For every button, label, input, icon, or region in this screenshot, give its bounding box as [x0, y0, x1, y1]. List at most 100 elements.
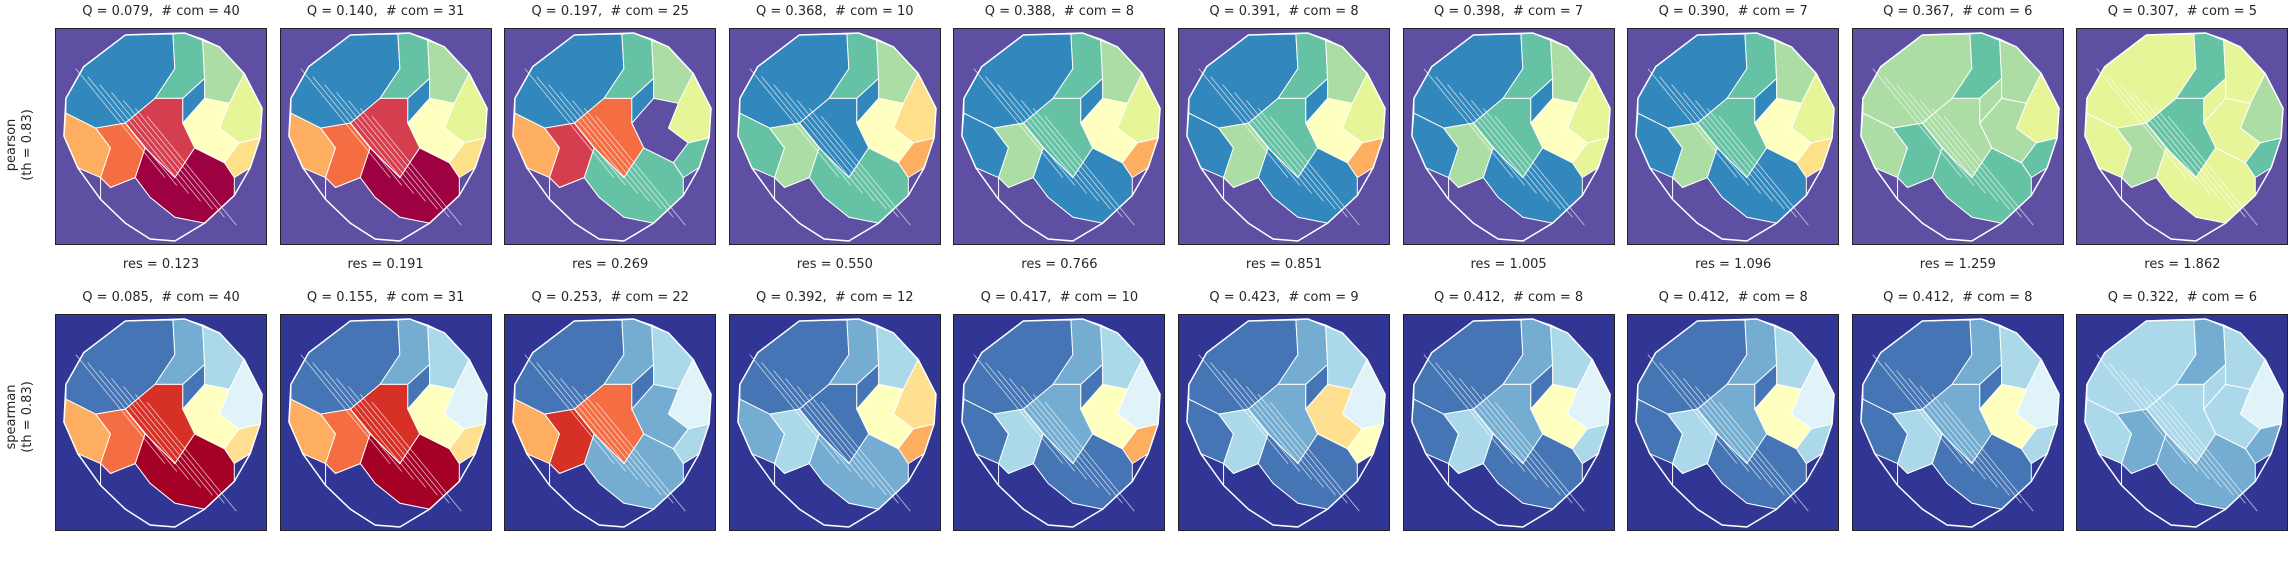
boundary-streak: [1222, 84, 1313, 194]
boundary-streak: [1470, 386, 1561, 496]
segmentation-panel: Q = 0.398, # com = 7 res = 1.005: [1402, 0, 1615, 275]
boundary-streak: [2108, 362, 2199, 472]
boundary-streak: [347, 386, 438, 496]
panel-title: Q = 0.391, # com = 8: [1209, 4, 1359, 19]
segmentation-panel: Q = 0.367, # com = 6 res = 1.259: [1851, 0, 2064, 275]
panel-title: Q = 0.368, # com = 10: [756, 4, 914, 19]
tissue-outline: [512, 32, 712, 242]
tissue-outline: [63, 318, 263, 528]
boundary-streak: [1482, 394, 1573, 504]
boundary-streak: [1659, 362, 1750, 472]
region-notch: [1979, 363, 2002, 411]
boundary-streak: [1009, 378, 1100, 488]
segmentation-panel: Q = 0.253, # com = 22: [504, 266, 717, 561]
boundary-streak: [1434, 362, 1525, 472]
tissue-outline: [736, 32, 937, 242]
boundary-streak: [1896, 370, 1986, 480]
row-label-spearman: spearman (th = 0.83): [0, 307, 40, 527]
panel-title: Q = 0.398, # com = 7: [1433, 4, 1584, 19]
boundary-streak: [300, 354, 390, 464]
panel-title: Q = 0.307, # com = 5: [2107, 4, 2257, 19]
segmentation-panel: Q = 0.417, # com = 10: [953, 266, 1166, 561]
boundary-streak: [1246, 100, 1336, 210]
boundary-streak: [548, 370, 639, 480]
boundary-streak: [1423, 68, 1513, 178]
boundary-streak: [2108, 76, 2199, 186]
panel-title: Q = 0.392, # com = 12: [756, 290, 914, 305]
segmentation-panel: Q = 0.392, # com = 12: [728, 266, 941, 561]
region-notch: [1080, 363, 1104, 411]
segmentation-panel: Q = 0.391, # com = 8 res = 0.851: [1178, 0, 1390, 275]
community-map-image: [1851, 28, 2064, 245]
boundary-streak: [311, 76, 402, 186]
region-notch: [1754, 77, 1778, 125]
boundary-streak: [335, 378, 426, 488]
boundary-streak: [311, 362, 402, 472]
region-notch: [1305, 363, 1329, 411]
boundary-streak: [1919, 100, 2010, 210]
boundary-streak: [1884, 76, 1974, 186]
boundary-streak: [1470, 100, 1561, 210]
boundary-streak: [2156, 108, 2247, 218]
boundary-streak: [796, 386, 887, 496]
panel-title: Q = 0.417, # com = 10: [980, 290, 1139, 305]
segmentation-panel: Q = 0.412, # com = 8: [1627, 266, 1840, 561]
boundary-streak: [997, 84, 1088, 194]
boundary-streak: [1695, 386, 1786, 496]
tissue-outline: [1410, 318, 1611, 528]
boundary-streak: [1446, 84, 1537, 194]
boundary-streak: [1423, 354, 1513, 464]
boundary-streak: [111, 378, 201, 488]
boundary-streak: [335, 92, 426, 202]
region-notch: [2203, 363, 2227, 411]
boundary-streak: [134, 108, 225, 218]
resolution-label: res = 1.862: [2144, 257, 2221, 272]
region-notch: [856, 77, 879, 125]
segmentation-panel: Q = 0.322, # com = 6: [2076, 266, 2289, 561]
tissue-outline: [961, 32, 1162, 242]
boundary-streak: [1872, 68, 1963, 178]
tissue-outline: [1186, 32, 1386, 242]
boundary-streak: [536, 76, 627, 186]
boundary-streak: [808, 394, 899, 504]
community-map-image: [953, 28, 1166, 245]
boundary-streak: [1222, 370, 1313, 480]
boundary-streak: [1884, 362, 1974, 472]
community-map-image: [2076, 314, 2289, 531]
boundary-streak: [524, 68, 615, 178]
region-notch: [631, 363, 655, 411]
community-map-image: [55, 28, 267, 245]
tissue-outline: [1859, 32, 2060, 242]
boundary-streak: [1257, 108, 1348, 218]
boundary-streak: [1683, 92, 1774, 202]
boundary-streak: [1198, 68, 1289, 178]
boundary-streak: [87, 76, 178, 186]
community-map-image: [504, 28, 717, 245]
boundary-streak: [2132, 92, 2223, 202]
segmentation-panel: Q = 0.155, # com = 31: [279, 266, 492, 561]
community-map-image: [1402, 314, 1615, 531]
boundary-streak: [524, 354, 615, 464]
boundary-streak: [773, 84, 863, 194]
boundary-streak: [973, 68, 1064, 178]
boundary-streak: [75, 68, 166, 178]
resolution-label: res = 0.766: [1021, 257, 1098, 272]
resolution-label: res = 1.259: [1919, 257, 1996, 272]
resolution-label: res = 0.851: [1245, 257, 1323, 272]
boundary-streak: [300, 68, 390, 178]
tissue-outline: [1410, 32, 1611, 242]
community-map-image: [1178, 28, 1390, 245]
community-map-image: [55, 314, 267, 531]
row-label-threshold: (th = 0.83): [20, 109, 35, 181]
community-map-image: [728, 314, 941, 531]
panel-title: Q = 0.085, # com = 40: [82, 290, 240, 305]
boundary-streak: [2096, 68, 2187, 178]
community-map-image: [1851, 314, 2064, 531]
boundary-streak: [359, 108, 450, 218]
segmentation-panel: Q = 0.390, # com = 7 res = 1.096: [1627, 0, 1840, 275]
boundary-streak: [584, 108, 674, 218]
boundary-streak: [572, 100, 663, 210]
resolution-label: res = 0.550: [796, 257, 873, 272]
boundary-streak: [560, 92, 651, 202]
tissue-outline: [287, 318, 488, 528]
